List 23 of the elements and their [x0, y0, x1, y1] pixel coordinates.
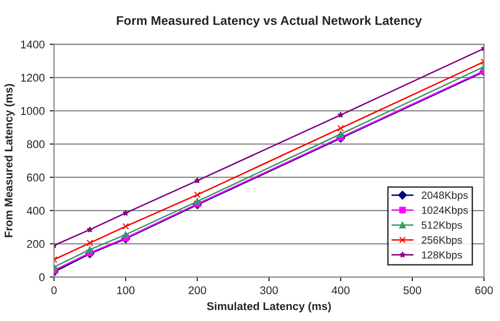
x-tick-label: 600 — [475, 286, 493, 294]
x-tick-label: 200 — [188, 286, 206, 294]
y-tick-label: 400 — [26, 206, 45, 215]
legend-label: 256Kbps — [422, 236, 462, 246]
y-tick-label: 1000 — [21, 107, 45, 115]
y-tick-label: 800 — [26, 140, 45, 148]
legend-label: 1024Kbps — [422, 206, 468, 216]
y-tick-label: 1200 — [21, 74, 45, 82]
x-axis-title: Simulated Latency (ms) — [206, 302, 331, 312]
y-tick-label: 200 — [26, 240, 45, 248]
legend-label: 512Kbps — [422, 221, 462, 231]
y-axis-title: From Measured Latency (ms) — [4, 84, 15, 238]
x-tick-label: 100 — [117, 286, 134, 294]
y-tick-label: 0 — [39, 273, 45, 282]
x-tick-label: 400 — [332, 286, 350, 294]
x-tick-label: 0 — [51, 286, 57, 294]
legend-label: 128Kbps — [422, 250, 462, 261]
chart-title: Form Measured Latency vs Actual Network Latency — [116, 16, 422, 28]
x-tick-label: 500 — [404, 286, 422, 294]
y-tick-label: 600 — [27, 174, 45, 182]
legend-label: 2048Kbps — [422, 191, 468, 201]
x-tick-label: 300 — [260, 286, 278, 294]
y-tick-label: 1400 — [21, 40, 45, 48]
